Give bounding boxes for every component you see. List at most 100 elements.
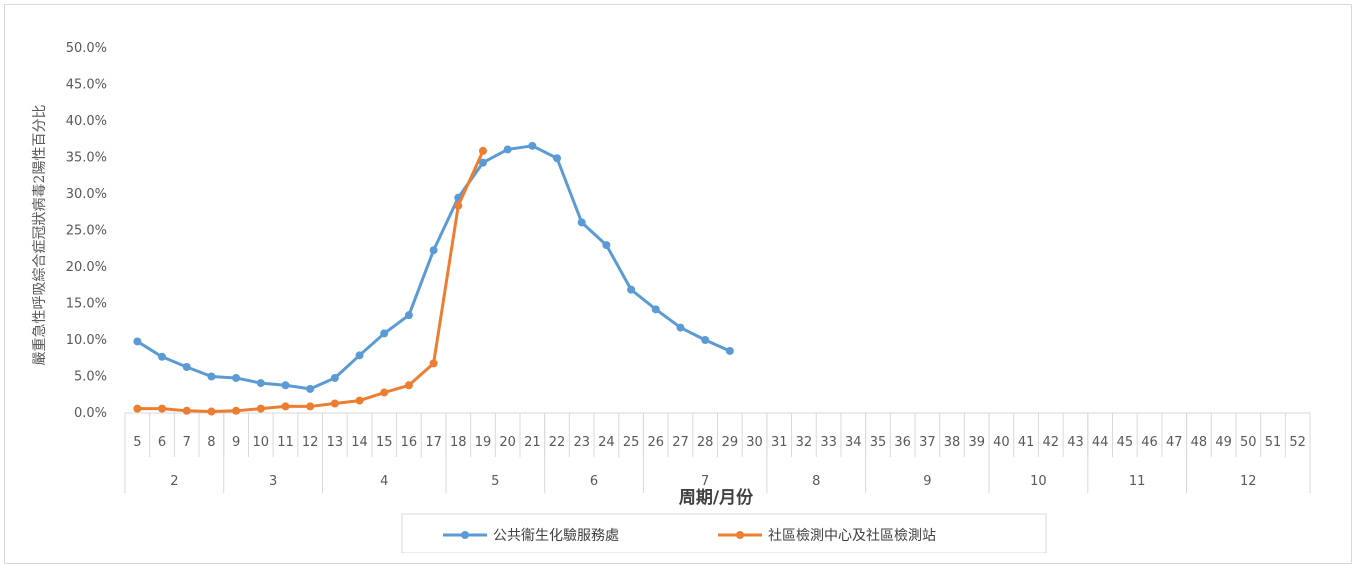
week-tick-label: 47	[1166, 435, 1183, 450]
month-label: 11	[1129, 474, 1146, 489]
week-tick-label: 51	[1265, 435, 1282, 450]
week-tick-label: 50	[1240, 435, 1257, 450]
week-tick-label: 20	[499, 435, 516, 450]
week-tick-label: 45	[1117, 435, 1134, 450]
week-tick-label: 46	[1141, 435, 1158, 450]
week-tick-label: 44	[1092, 435, 1109, 450]
week-tick-label: 12	[302, 435, 319, 450]
month-label: 4	[380, 474, 388, 489]
week-tick-label: 25	[623, 435, 640, 450]
data-point-series-1	[725, 346, 734, 355]
week-tick-label: 40	[993, 435, 1010, 450]
data-point-series-1	[503, 145, 512, 154]
y-tick-label: 25.0%	[66, 224, 107, 239]
data-point-series-2	[133, 404, 142, 413]
week-tick-label: 10	[253, 435, 270, 450]
y-axis: 0.0% 5.0% 10.0% 15.0% 20.0% 25.0% 30.0% 35.0% 40…	[66, 41, 107, 421]
month-label: 3	[269, 474, 277, 489]
data-point-series-1	[256, 379, 265, 388]
legend-marker-series-1	[461, 531, 469, 539]
data-point-series-1	[528, 141, 537, 150]
week-tick-label: 23	[573, 435, 590, 450]
data-point-series-1	[232, 373, 241, 382]
week-tick-label: 24	[598, 435, 615, 450]
week-tick-label: 15	[376, 435, 393, 450]
week-tick-label: 48	[1191, 435, 1208, 450]
legend-label-series-1: 公共衞生化驗服務處	[493, 528, 619, 544]
week-tick-label: 52	[1289, 435, 1306, 450]
week-tick-label: 38	[944, 435, 961, 450]
data-point-series-1	[133, 337, 142, 346]
week-tick-label: 35	[870, 435, 887, 450]
week-tick-label: 7	[183, 435, 191, 450]
data-point-series-1	[281, 381, 290, 390]
data-point-series-1	[404, 311, 413, 320]
week-tick-label: 29	[722, 435, 739, 450]
legend-label-series-2: 社區檢測中心及社區檢測站	[768, 527, 936, 544]
data-point-series-1	[478, 158, 487, 167]
week-tick-label: 36	[894, 435, 911, 450]
week-tick-label: 9	[232, 435, 240, 450]
y-tick-label: 45.0%	[66, 78, 107, 93]
data-point-series-1	[207, 372, 216, 381]
week-tick-label: 31	[771, 435, 788, 450]
y-axis-title: 嚴重急性呼吸綜合症冠狀病毒2陽性百分比	[32, 105, 48, 366]
week-tick-label: 28	[697, 435, 714, 450]
week-tick-label: 14	[351, 435, 368, 450]
data-point-series-1	[577, 218, 586, 227]
week-tick-label: 11	[277, 435, 294, 450]
month-label: 12	[1240, 474, 1257, 489]
week-tick-label: 13	[327, 435, 344, 450]
data-point-series-2	[429, 359, 438, 368]
week-tick-label: 26	[648, 435, 665, 450]
data-point-series-1	[701, 336, 710, 344]
data-point-series-2	[182, 406, 191, 415]
y-tick-label: 30.0%	[66, 187, 107, 202]
y-tick-label: 40.0%	[66, 114, 107, 129]
data-point-series-2	[330, 399, 339, 408]
week-tick-label: 41	[1018, 435, 1035, 450]
data-point-series-1	[553, 154, 562, 163]
data-point-series-1	[602, 241, 611, 250]
week-tick-label: 30	[746, 435, 763, 450]
data-point-series-2	[355, 396, 364, 405]
week-tick-label: 39	[968, 435, 985, 450]
data-point-series-1	[429, 246, 438, 255]
legend: 公共衞生化驗服務處 社區檢測中心及社區檢測站	[401, 513, 1047, 553]
y-tick-label: 5.0%	[74, 370, 107, 385]
data-point-series-1	[330, 373, 339, 382]
data-point-series-2	[306, 402, 315, 411]
data-point-series-2	[454, 201, 463, 210]
data-point-series-1	[651, 305, 660, 314]
month-label: 2	[170, 474, 178, 489]
x-axis-title: 周期/月份	[679, 487, 754, 508]
data-point-series-2	[281, 402, 290, 411]
series-line-1	[135, 144, 732, 391]
week-tick-label: 18	[450, 435, 467, 450]
legend-marker-series-2	[736, 531, 744, 539]
data-point-series-1	[627, 285, 636, 294]
data-point-series-2	[158, 404, 167, 413]
month-label: 10	[1030, 474, 1047, 489]
week-tick-label: 42	[1043, 435, 1060, 450]
week-tick-label: 43	[1067, 435, 1084, 450]
week-tick-label: 32	[796, 435, 813, 450]
month-label: 6	[590, 474, 598, 489]
data-point-series-1	[380, 329, 389, 338]
data-point-series-1	[182, 363, 191, 372]
week-tick-label: 27	[672, 435, 689, 450]
week-tick-label: 6	[158, 435, 166, 450]
series-line-2	[135, 149, 485, 414]
y-tick-label: 35.0%	[66, 151, 107, 166]
data-point-series-2	[478, 146, 487, 155]
data-point-series-2	[232, 406, 241, 415]
week-tick-label: 34	[845, 435, 862, 450]
data-point-series-2	[380, 388, 389, 397]
y-tick-label: 15.0%	[66, 297, 107, 312]
month-label: 8	[812, 474, 820, 489]
week-tick-label: 33	[820, 435, 837, 450]
x-axis: 5 6 7 8 9 10 11 12 13 14 15 16 17 18 19 20 21 22 23 24 25 26 2…	[124, 412, 1311, 493]
series-layer	[133, 141, 734, 416]
data-point-series-2	[256, 404, 265, 413]
week-tick-label: 8	[207, 435, 215, 450]
